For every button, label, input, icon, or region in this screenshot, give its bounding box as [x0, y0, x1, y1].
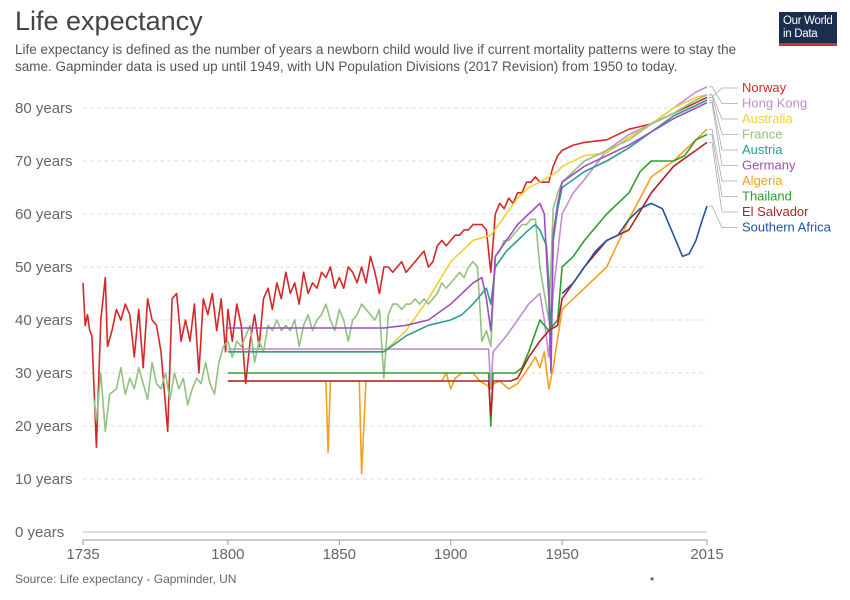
series-line-austria[interactable]: [227, 99, 708, 353]
chart-title: Life expectancy: [15, 6, 203, 36]
y-tick-label: 80 years: [15, 100, 73, 117]
x-tick-label: 2015: [690, 546, 723, 563]
x-tick-label: 1735: [66, 546, 99, 563]
legend-label-france[interactable]: France: [742, 127, 782, 142]
series-line-france[interactable]: [93, 94, 708, 433]
grid-layer: 0 years 10 years 20 years 30 years 40 years 5…: [15, 100, 724, 563]
legend-label-norway[interactable]: Norway: [742, 80, 787, 95]
y-tick-label: 50 years: [15, 259, 73, 276]
legend-label-australia[interactable]: Australia: [742, 111, 793, 126]
legend-connector: [709, 99, 738, 151]
legend-label-thailand[interactable]: Thailand: [742, 189, 792, 204]
legend-connector: [709, 94, 738, 135]
series-layer: [82, 86, 708, 475]
footer-dot: •: [650, 572, 655, 586]
legend-label-el-salvador[interactable]: El Salvador: [742, 204, 809, 219]
series-line-algeria[interactable]: [227, 128, 708, 475]
series-line-norway[interactable]: [82, 96, 708, 448]
y-tick-label: 30 years: [15, 365, 73, 382]
x-tick-label: 1950: [545, 546, 578, 563]
x-tick-label: 1800: [211, 546, 244, 563]
legend-connector: [709, 142, 738, 213]
chart-subtitle: Life expectancy is defined as the number…: [15, 42, 737, 74]
owid-logo[interactable]: Our World in Data: [779, 12, 837, 46]
legend-label-hong-kong[interactable]: Hong Kong: [742, 96, 807, 111]
y-tick-label: 70 years: [15, 153, 73, 170]
legend-label-algeria[interactable]: Algeria: [742, 173, 783, 188]
y-tick-label: 20 years: [15, 418, 73, 435]
y-tick-label: 60 years: [15, 206, 73, 223]
legend-connector: [709, 87, 738, 98]
legend-connector: [709, 134, 738, 197]
legend-label-germany[interactable]: Germany: [742, 158, 796, 173]
series-line-thailand[interactable]: [227, 133, 708, 427]
series-line-germany[interactable]: [227, 101, 708, 374]
source-note[interactable]: Source: Life expectancy - Gapminder, UN: [15, 572, 237, 586]
legend-label-southern-africa[interactable]: Southern Africa: [742, 220, 832, 235]
series-line-el-salvador[interactable]: [227, 141, 708, 417]
legend-connector: [709, 102, 738, 166]
series-line-southern-africa[interactable]: [561, 202, 708, 295]
y-tick-label: 10 years: [15, 471, 73, 488]
legend-connector: [709, 205, 738, 228]
y-tick-label: 40 years: [15, 312, 73, 329]
logo-line-2: in Data: [783, 28, 818, 40]
x-tick-label: 1900: [434, 546, 467, 563]
legend-connector: [709, 128, 738, 182]
y-tick-label: 0 years: [15, 524, 64, 541]
legend-label-austria[interactable]: Austria: [742, 142, 783, 157]
x-tick-label: 1850: [323, 546, 356, 563]
series-line-australia[interactable]: [227, 94, 708, 353]
legend-connector: [709, 86, 738, 104]
logo-line-1: Our World: [783, 15, 833, 27]
